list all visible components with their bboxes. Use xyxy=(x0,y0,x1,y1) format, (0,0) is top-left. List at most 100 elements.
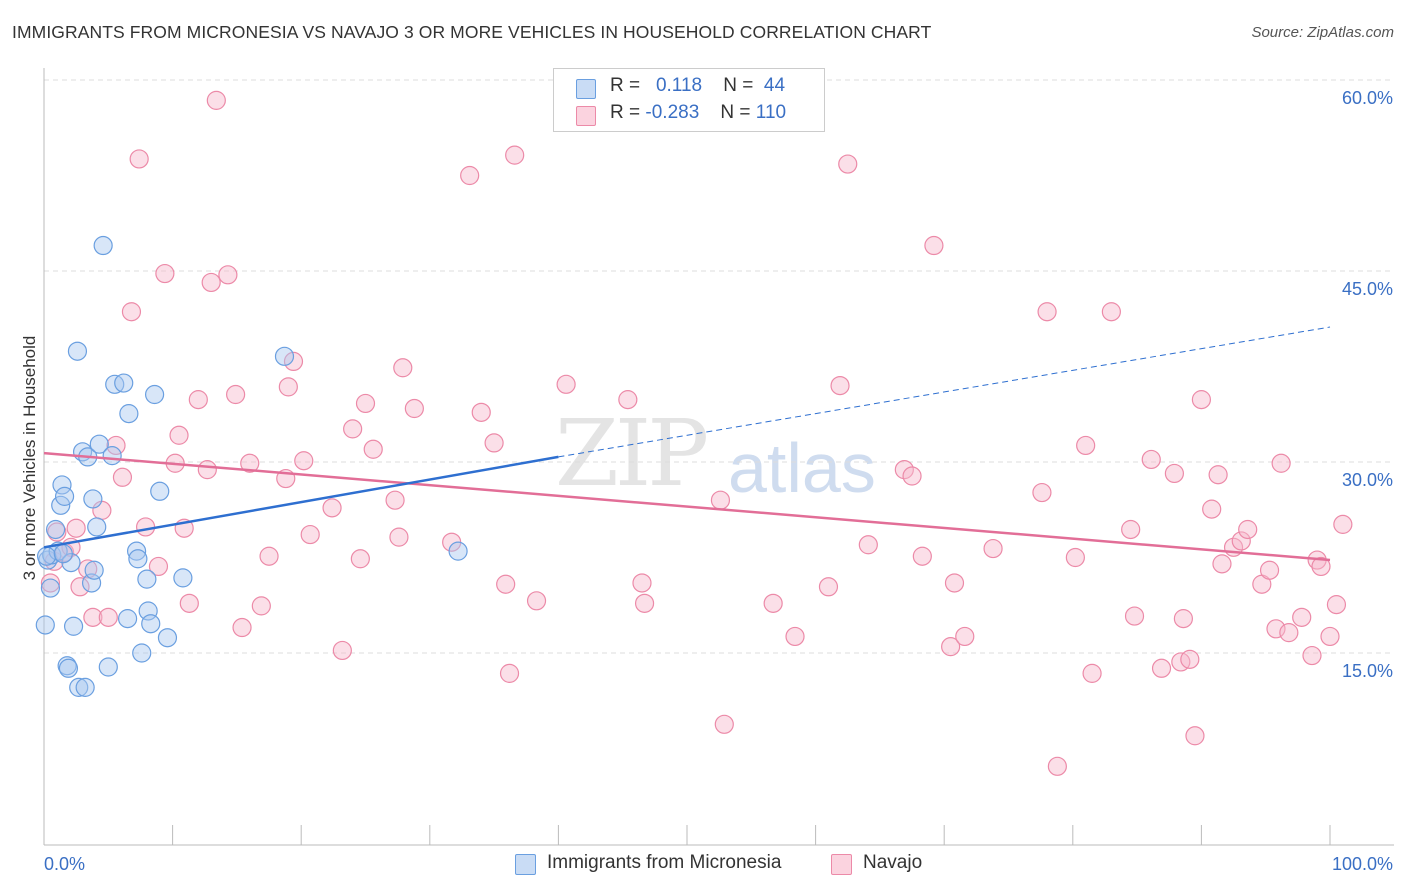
x-tick-label: 0.0% xyxy=(44,854,85,874)
watermark-atlas: atlas xyxy=(728,429,876,507)
point-micronesia xyxy=(119,404,139,424)
x-tick-label: 100.0% xyxy=(1332,854,1393,874)
point-navajo xyxy=(838,154,858,174)
point-micronesia xyxy=(93,235,113,256)
point-micronesia xyxy=(36,546,57,566)
legend-swatch-micronesia xyxy=(576,79,596,99)
point-navajo xyxy=(1292,607,1312,627)
point-micronesia xyxy=(69,677,89,697)
point-navajo xyxy=(1076,435,1096,456)
point-navajo xyxy=(1124,606,1145,626)
point-navajo xyxy=(902,466,922,486)
point-navajo xyxy=(1311,556,1331,577)
y-tick-label: 60.0% xyxy=(1342,88,1393,108)
point-navajo xyxy=(300,524,320,545)
point-navajo xyxy=(197,460,217,480)
point-navajo xyxy=(343,419,363,439)
point-navajo xyxy=(70,577,90,597)
point-navajo xyxy=(121,302,142,322)
r-label: R = xyxy=(610,75,641,96)
y-tick-label: 45.0% xyxy=(1342,279,1393,299)
legend-label-navajo: Navajo xyxy=(863,852,923,873)
point-micronesia xyxy=(173,568,193,588)
point-micronesia xyxy=(448,541,468,561)
n-value-micronesia: 44 xyxy=(763,75,786,96)
point-micronesia xyxy=(126,541,147,561)
y-axis-label: 3 or more Vehicles in Household xyxy=(20,336,39,581)
point-micronesia xyxy=(132,643,152,663)
point-navajo xyxy=(251,596,271,616)
point-micronesia xyxy=(137,569,157,589)
legend-swatch-micronesia xyxy=(515,854,536,875)
point-navajo xyxy=(112,467,133,487)
point-navajo xyxy=(83,607,103,627)
point-navajo xyxy=(188,390,208,410)
point-navajo xyxy=(484,433,504,453)
point-navajo xyxy=(1173,609,1193,629)
point-micronesia xyxy=(89,434,109,454)
point-navajo xyxy=(1141,449,1161,470)
y-tick-label: 15.0% xyxy=(1342,661,1393,681)
point-navajo xyxy=(1101,302,1121,322)
point-micronesia xyxy=(83,489,103,509)
point-navajo xyxy=(1032,482,1052,503)
point-navajo xyxy=(785,626,805,647)
point-navajo xyxy=(1164,463,1184,484)
point-micronesia xyxy=(128,549,148,569)
correlation-legend: R = 0.118 N = 44 R = -0.283 N = 110 xyxy=(553,68,825,132)
point-micronesia xyxy=(67,341,88,361)
point-navajo xyxy=(169,425,189,445)
point-navajo xyxy=(66,518,86,538)
point-navajo xyxy=(983,538,1003,559)
point-navajo xyxy=(714,714,734,734)
point-navajo xyxy=(206,90,226,110)
point-micronesia xyxy=(84,560,104,580)
point-navajo xyxy=(201,272,221,293)
point-micronesia xyxy=(40,578,61,598)
trendline-micronesia xyxy=(43,455,559,549)
point-navajo xyxy=(1202,499,1222,519)
point-navajo xyxy=(1231,531,1251,551)
point-navajo xyxy=(40,573,61,593)
point-navajo xyxy=(363,439,383,459)
point-micronesia xyxy=(58,658,79,678)
point-navajo xyxy=(1180,649,1200,669)
point-navajo xyxy=(818,577,839,597)
legend-label-micronesia: Immigrants from Micronesia xyxy=(547,852,782,873)
point-navajo xyxy=(1082,663,1102,683)
point-navajo xyxy=(332,640,352,661)
legend-swatch-navajo xyxy=(576,106,596,126)
point-navajo xyxy=(924,235,944,256)
point-navajo xyxy=(106,435,126,456)
point-navajo xyxy=(404,398,424,419)
point-navajo xyxy=(894,460,914,480)
point-navajo xyxy=(944,573,965,593)
point-navajo xyxy=(634,593,655,613)
y-tick-label: 30.0% xyxy=(1342,470,1393,490)
point-navajo xyxy=(471,402,491,422)
point-navajo xyxy=(1333,514,1353,534)
point-navajo xyxy=(618,390,638,410)
point-navajo xyxy=(259,546,279,566)
point-navajo xyxy=(385,490,405,510)
point-navajo xyxy=(1320,626,1340,647)
point-micronesia xyxy=(157,628,178,648)
point-navajo xyxy=(155,263,175,284)
point-navajo xyxy=(1185,726,1205,746)
point-micronesia xyxy=(45,519,66,540)
point-navajo xyxy=(1212,554,1232,574)
point-navajo xyxy=(1191,390,1212,410)
point-micronesia xyxy=(63,616,84,636)
point-navajo xyxy=(355,393,376,414)
point-micronesia xyxy=(35,615,55,635)
point-navajo xyxy=(389,527,409,547)
point-navajo xyxy=(1259,560,1280,580)
point-navajo xyxy=(526,591,547,611)
point-navajo xyxy=(278,377,298,397)
point-navajo xyxy=(226,384,246,405)
point-navajo xyxy=(1047,756,1067,776)
point-navajo xyxy=(556,374,576,394)
point-micronesia xyxy=(144,384,165,405)
point-navajo xyxy=(322,498,342,518)
